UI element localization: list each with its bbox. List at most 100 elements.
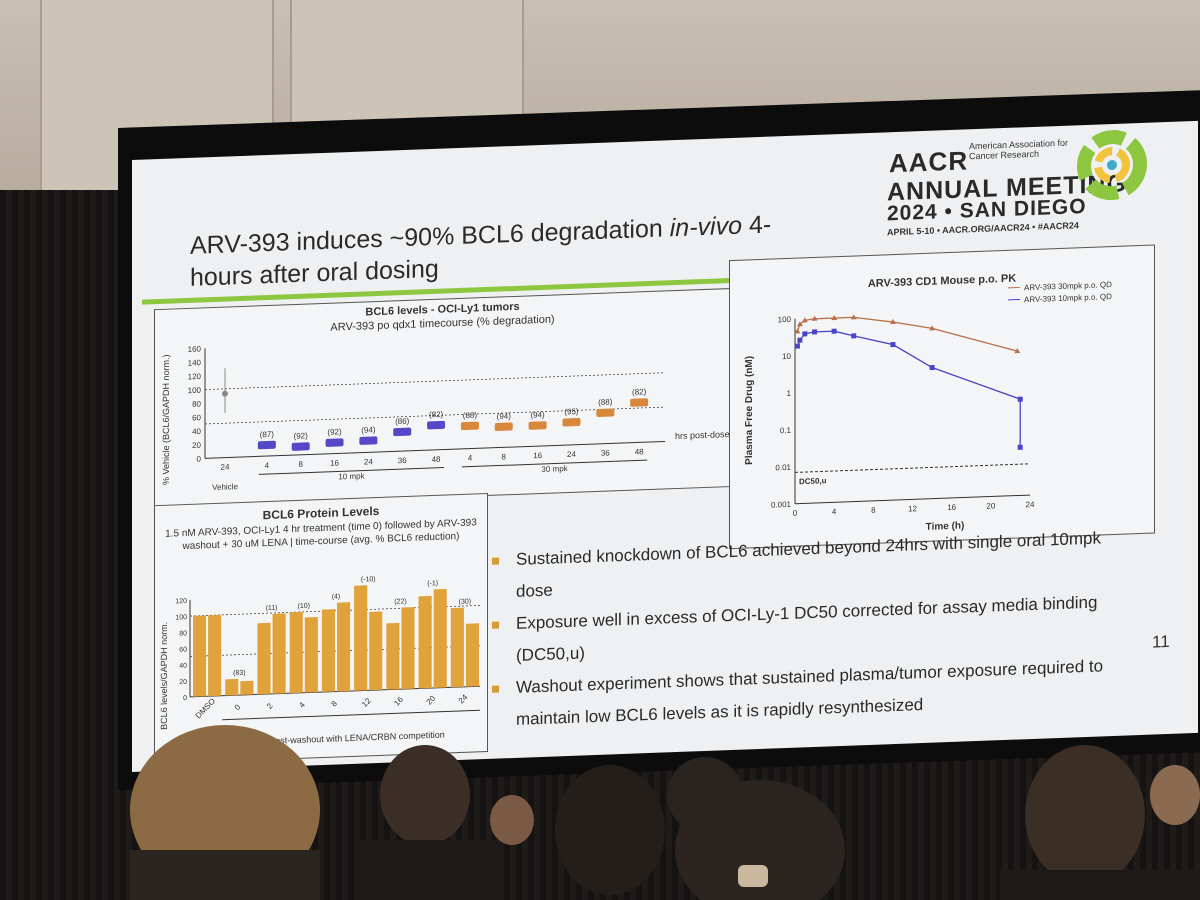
chart3-data-label: (4): [332, 593, 341, 600]
logo-wheel-icon: [1077, 130, 1147, 201]
bullet-square-icon: [492, 685, 499, 693]
chart1-point: [630, 398, 649, 407]
chart2-point: [811, 315, 818, 321]
chart2-point: [929, 364, 935, 371]
chart1-point: [460, 421, 479, 431]
audience-shoulders: [130, 850, 320, 900]
chart1-data-label: (86): [395, 417, 410, 427]
chart1-data-label: (92): [327, 427, 342, 437]
chart1-point: [427, 420, 446, 430]
chart2-point: [812, 329, 818, 335]
chart1-data-label: (94): [531, 410, 546, 420]
chart1-data-label: (88): [598, 397, 613, 407]
chart3-bar: [433, 588, 447, 688]
chart1-point: [393, 427, 412, 437]
chart1-x-tick-label: 16: [330, 458, 339, 467]
chart2-y-tick-label: 0.001: [771, 500, 792, 510]
chart3-bar: [386, 622, 400, 690]
chart2-point: [831, 315, 838, 321]
audience-shoulders: [360, 840, 500, 900]
chart3-data-label: (30): [459, 598, 471, 605]
chart2-legend-label: ARV-393 30mpk p.o. QD: [1024, 280, 1112, 292]
chart1-x-axis: [205, 440, 665, 459]
chart2-xlabel: Time (h): [926, 520, 965, 532]
audience-head: [490, 795, 534, 845]
chart3-bar: [321, 609, 335, 693]
chart2-x-tick-label: 12: [908, 504, 917, 513]
chart1-y-tick-label: 100: [188, 386, 202, 396]
chart1-point: [359, 436, 378, 445]
chart1-xlabel-right: hrs post-dose: [675, 429, 730, 441]
chart1-y-tick-label: 160: [188, 344, 202, 354]
chart3-data-label: (10): [298, 603, 310, 610]
chart1-point: [562, 417, 581, 427]
chart1-point: [222, 390, 228, 397]
chart2-y-tick-label: 100: [778, 315, 792, 325]
chart3-y-tick-label: 80: [179, 630, 187, 637]
chart1-x-tick-label: 8: [298, 460, 303, 469]
audience-head: [1150, 765, 1200, 825]
chart3-x-tick-label: 8: [329, 699, 339, 709]
chart2-dc50-line: [795, 463, 1030, 473]
chart2-point: [1014, 348, 1021, 354]
chart1-reference-line: [205, 406, 665, 425]
chart3-y-tick-label: 0: [183, 695, 187, 702]
chart1-x-tick-label: 24: [221, 462, 230, 471]
chart3-bar: [208, 614, 222, 697]
audience-shoulders: [1000, 870, 1200, 900]
chart3-bar: [450, 607, 464, 688]
chart1-x-tick-label: 36: [398, 456, 407, 465]
audience-head: [1025, 745, 1145, 885]
chart2-x-axis: [795, 494, 1030, 505]
chart1-point: [494, 422, 513, 432]
chart1-x-tick-label: 8: [502, 452, 507, 461]
chart2-legend-label: ARV-393 10mpk p.o. QD: [1024, 292, 1112, 304]
page-number: 11: [1152, 631, 1170, 652]
chart1-point: [325, 438, 344, 447]
chart2-x-tick-label: 0: [793, 509, 798, 518]
chart1-x-tick-label: 48: [635, 447, 644, 456]
chart1-ylabel: % Vehicle (BCL6/GAPDH norm.): [161, 354, 171, 485]
chart1-x-tick-label: 24: [364, 457, 373, 466]
chart1-svg: % Vehicle (BCL6/GAPDH norm.) hrs post-do…: [161, 344, 730, 492]
chart2-x-tick-label: 20: [986, 501, 995, 510]
chart2-point: [831, 328, 837, 334]
chart1-y-tick-label: 0: [197, 454, 202, 463]
chart2-x-tick-label: 8: [871, 506, 876, 515]
chart3-data-label: (-10): [361, 576, 376, 584]
chart3-bar: [304, 617, 318, 693]
chart3-x-tick-label: 4: [297, 700, 307, 710]
chart3-bar: [257, 622, 271, 695]
chart1-point: [596, 408, 615, 417]
chart1-point: [257, 440, 276, 450]
chart1-x-tick-label: 4: [468, 454, 473, 463]
chart3-x-tick-label: 0: [233, 702, 243, 712]
logo-brand: AACR: [889, 145, 969, 179]
chart3-x-tick-label: 2: [265, 701, 275, 711]
chart1-y-tick-label: 20: [192, 441, 201, 450]
title-part-1: ARV-393 induces ~90% BCL6 degradation: [190, 214, 670, 260]
chart2-point: [851, 333, 857, 339]
chart2-series-line: [796, 330, 1021, 448]
chart2-x-tick-label: 4: [832, 507, 837, 516]
chart1-data-label: (92): [294, 431, 309, 441]
chart3-y-tick-label: 100: [175, 614, 187, 621]
chart3-bar: [337, 602, 351, 692]
chart2-x-tick-label: 16: [947, 503, 956, 512]
chart3-bar: [418, 595, 432, 689]
chart2-point: [889, 319, 896, 325]
chart1-x-tick-label: 48: [432, 455, 441, 464]
chart1-data-label: (94): [361, 425, 376, 435]
chart2-point: [850, 314, 857, 320]
presentation-slide: AACR American Association for Cancer Res…: [132, 120, 1198, 772]
chart1-x-tick-label: 36: [601, 448, 610, 457]
chart3-y-tick-label: 60: [179, 646, 187, 653]
chart2-point: [1017, 396, 1023, 402]
chart2-y-tick-label: 1: [787, 389, 792, 398]
chart3-bar: [289, 611, 303, 694]
chart2-point: [929, 325, 936, 331]
chart1-data-label: (87): [260, 430, 275, 440]
audience-head: [555, 765, 665, 895]
chart3-bracket: [222, 709, 480, 721]
chart2-annotation: DC50,u: [799, 476, 827, 486]
